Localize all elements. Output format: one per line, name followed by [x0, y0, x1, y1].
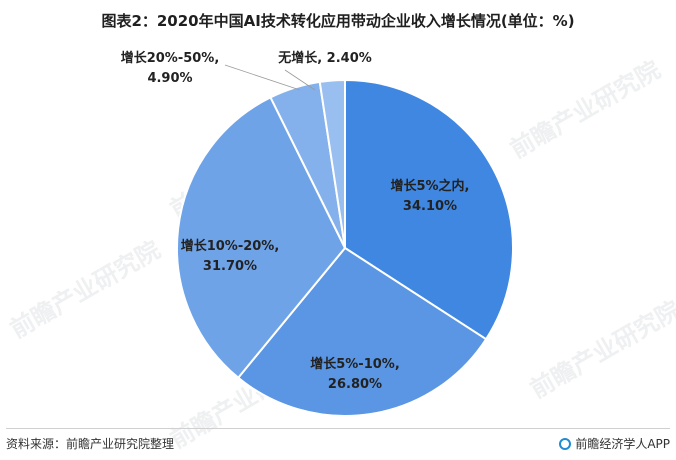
pie-labels: 增长5%之内, 34.10% 增长5%-10%, 26.80% 增长10%-20%, 31… [121, 50, 470, 392]
brand-text: 前瞻经济学人APP [575, 437, 670, 451]
pie-slice [236, 246, 488, 417]
brand-logo-icon [559, 437, 572, 450]
pie-slice [318, 78, 346, 249]
slice-label: 增长5%之内, 34.10% [390, 178, 469, 214]
slice-label: 无增长, 2.40% [277, 50, 372, 66]
slice-label: 增长5%-10%, 26.80% [310, 356, 400, 392]
slice-label: 增长10%-20%, 31.70% [181, 238, 280, 274]
pie-chart: 增长5%之内, 34.10% 增长5%-10%, 26.80% 增长10%-20%, 31… [121, 50, 514, 417]
slice-label: 增长20%-50%, 4.90% [121, 50, 220, 86]
pie-slice [176, 96, 347, 380]
leader-line [284, 69, 316, 91]
source-text: 资料来源：前瞻产业研究院整理 [6, 437, 175, 451]
brand: 前瞻经济学人APP [559, 435, 670, 452]
footer: 资料来源：前瞻产业研究院整理 前瞻经济学人APP [6, 428, 670, 459]
chart-title: 图表2：2020年中国AI技术转化应用带动企业收入增长情况(单位：%) [101, 12, 575, 30]
pie-slices [176, 78, 514, 417]
leader-line [224, 64, 301, 91]
